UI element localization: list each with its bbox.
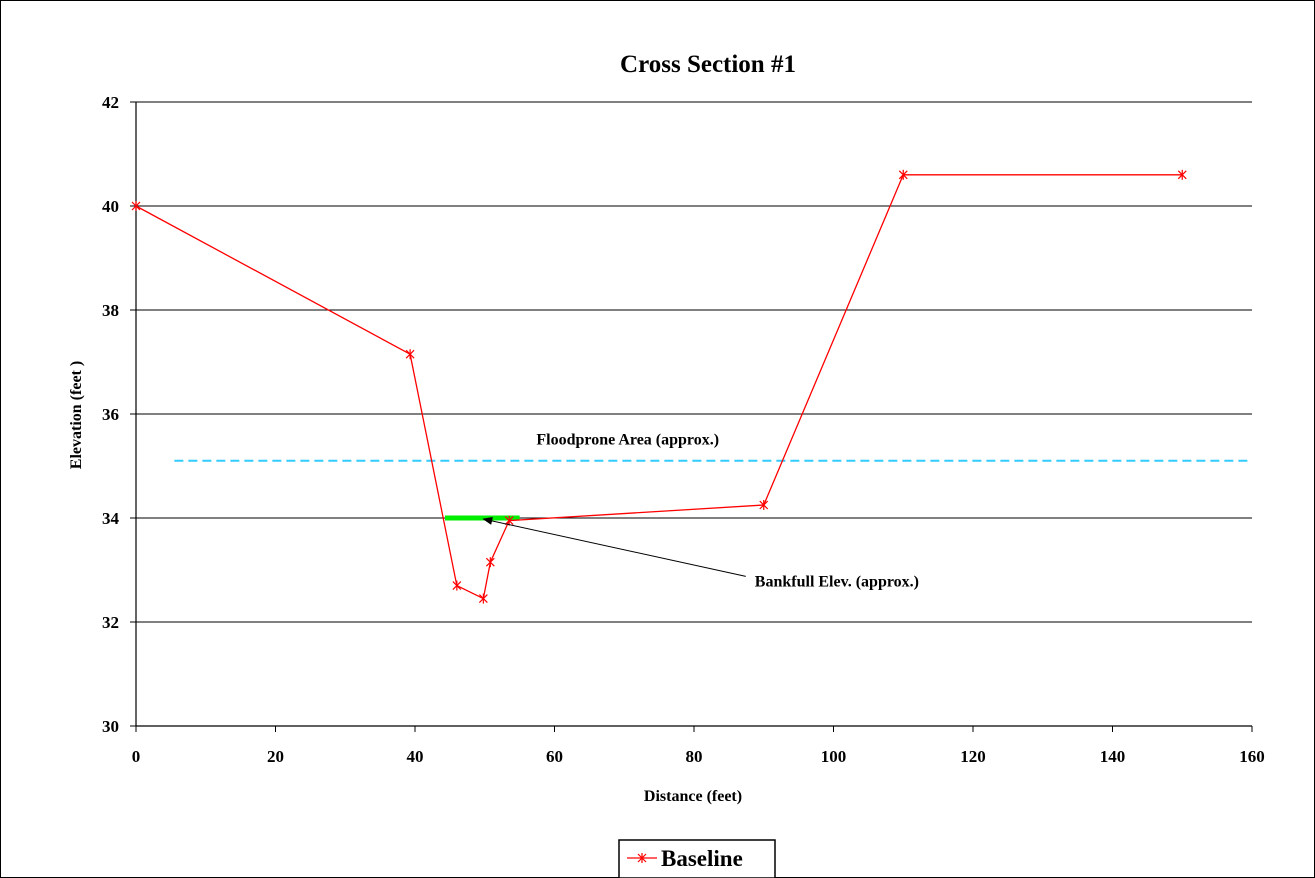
x-tick-label-120: 120 — [960, 747, 986, 766]
data-point-2 — [452, 580, 462, 591]
y-tick-labels: 30 32 34 36 38 40 42 — [102, 93, 120, 736]
y-tick-label-36: 36 — [102, 405, 119, 424]
bankfull-arrow — [482, 517, 746, 577]
x-tick-label-100: 100 — [821, 747, 847, 766]
y-tick-label-38: 38 — [102, 301, 119, 320]
annotations: Bankfull Elev. (approx.) Floodprone Area … — [482, 431, 919, 590]
x-tick-label-40: 40 — [407, 747, 424, 766]
legend-box — [618, 839, 776, 878]
axes — [130, 101, 1253, 732]
data-point-0 — [131, 201, 141, 211]
x-tick-label-0: 0 — [132, 747, 141, 766]
x-tick-label-160: 160 — [1239, 747, 1265, 766]
x-tick-labels: 0 20 40 60 80 100 120 140 160 — [132, 747, 1265, 766]
series-baseline — [131, 169, 1187, 604]
bankfull-annotation: Bankfull Elev. (approx.) — [755, 573, 919, 590]
x-axis-label: Distance (feet) — [644, 788, 742, 805]
data-point-7 — [898, 169, 908, 180]
x-tick-label-20: 20 — [267, 747, 284, 766]
gridlines — [136, 101, 1252, 623]
series-line-baseline — [135, 174, 1183, 600]
data-point-4 — [485, 557, 495, 568]
legend-swatch-marker — [637, 853, 647, 863]
x-tick-label-140: 140 — [1100, 747, 1126, 766]
y-tick-label-40: 40 — [102, 197, 119, 216]
data-point-8 — [1177, 169, 1187, 180]
legend-label-baseline: Baseline — [661, 846, 743, 871]
data-point-6 — [759, 500, 769, 510]
legend-star — [637, 853, 647, 863]
chart-title: Cross Section #1 — [620, 51, 796, 78]
x-tick-label-60: 60 — [546, 747, 563, 766]
data-point-1 — [405, 349, 415, 360]
y-tick-label-34: 34 — [102, 509, 120, 528]
data-point-5 — [504, 515, 514, 526]
y-axis-label: Elevation (feet ) — [68, 361, 85, 469]
data-point-3 — [478, 593, 488, 604]
x-tick-label-80: 80 — [686, 747, 703, 766]
y-tick-label-42: 42 — [102, 93, 119, 112]
y-tick-label-30: 30 — [102, 717, 119, 736]
legend: Baseline — [618, 839, 776, 878]
reference-lines — [174, 459, 1252, 521]
y-tick-label-32: 32 — [102, 613, 119, 632]
floodprone-annotation: Floodprone Area (approx.) — [536, 431, 719, 448]
